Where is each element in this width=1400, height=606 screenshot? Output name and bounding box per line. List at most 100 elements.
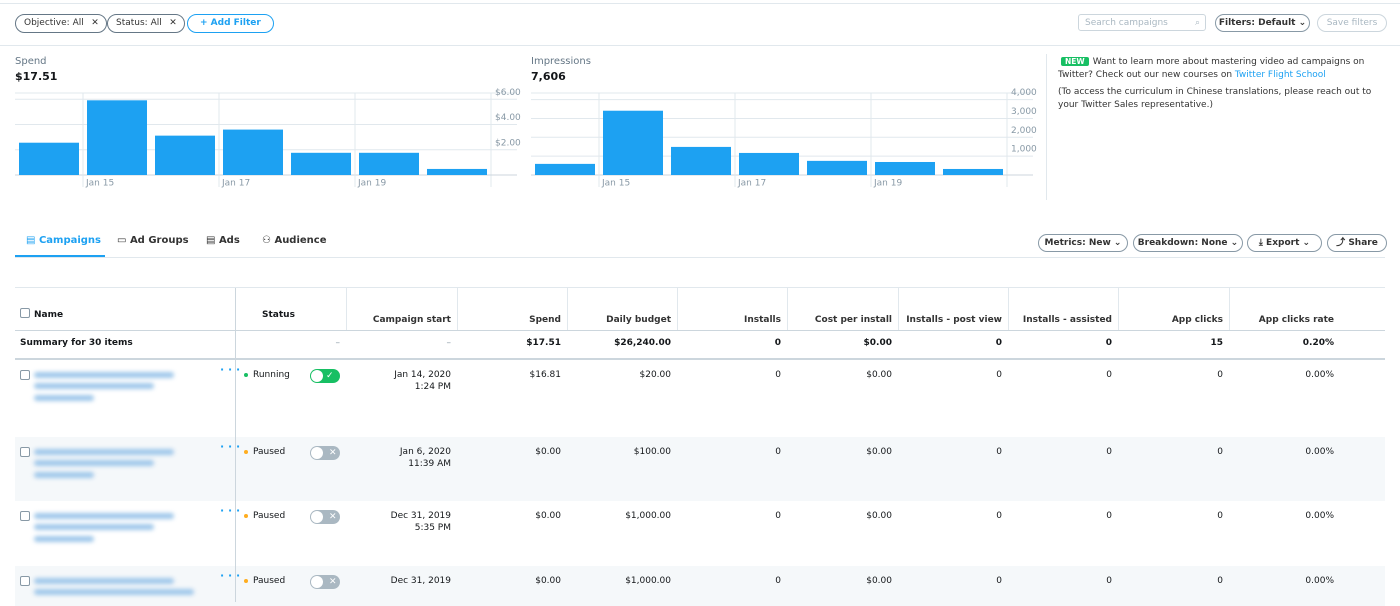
action-button[interactable]: Metrics: New ⌄ xyxy=(1038,234,1128,252)
toggle[interactable]: ✕ xyxy=(310,510,340,524)
toggle-icon: ✓ xyxy=(326,371,334,381)
cell: 0 xyxy=(996,447,1002,457)
checkbox[interactable] xyxy=(20,576,30,586)
start-date: Jan 14, 2020 xyxy=(394,370,451,380)
toggle[interactable]: ✕ xyxy=(310,446,340,460)
cell: 0 xyxy=(1217,447,1223,457)
chart-title: Impressions xyxy=(531,56,591,67)
campaign-name xyxy=(34,524,154,530)
bar xyxy=(223,129,283,175)
search-box[interactable]: Search campaigns ⌕ xyxy=(1078,14,1206,31)
cell: 0 xyxy=(775,370,781,380)
checkbox[interactable] xyxy=(20,370,30,380)
column-header: Campaign start xyxy=(372,315,451,325)
cell: $0.00 xyxy=(866,370,892,380)
divider xyxy=(1046,54,1047,200)
summary-cell: 0 xyxy=(995,338,1002,348)
toggle-icon: ✕ xyxy=(329,512,337,522)
filter-chip[interactable]: Status: All ✕ xyxy=(107,14,185,33)
remove-icon[interactable]: ✕ xyxy=(91,18,99,28)
remove-icon[interactable]: ✕ xyxy=(169,18,177,28)
cell: $1,000.00 xyxy=(625,511,671,521)
y-tick-label: 1,000 xyxy=(1011,145,1037,155)
y-tick-label: $6.00 xyxy=(495,88,521,98)
toggle-icon: ✕ xyxy=(329,448,337,458)
cell: 0.00% xyxy=(1305,447,1334,457)
bar xyxy=(875,161,935,175)
tab[interactable]: ▤ Ads xyxy=(206,235,240,246)
bar xyxy=(943,168,1003,175)
action-button[interactable]: Breakdown: None ⌄ xyxy=(1133,234,1243,252)
tab[interactable]: ▭ Ad Groups xyxy=(117,235,189,246)
action-button[interactable]: ⤓ Export ⌄ xyxy=(1247,234,1322,252)
status: Paused xyxy=(253,576,286,586)
x-tick-label: Jan 15 xyxy=(85,179,114,189)
filter-label: Objective: All xyxy=(24,18,84,28)
column-header: Name xyxy=(34,310,64,320)
summary-label: Summary for 30 items xyxy=(20,338,133,348)
row-background xyxy=(15,566,1385,606)
column-header: App clicks rate xyxy=(1258,315,1334,325)
filters-label: Filters: Default xyxy=(1218,18,1296,28)
menu-icon[interactable]: · · · xyxy=(220,504,241,517)
checkbox[interactable] xyxy=(20,447,30,457)
menu-icon[interactable]: · · · xyxy=(220,363,241,376)
status-dot xyxy=(244,579,248,583)
cell: $0.00 xyxy=(535,576,561,586)
column-header: Status xyxy=(262,310,295,320)
toggle[interactable]: ✕ xyxy=(310,575,340,589)
search-icon: ⌕ xyxy=(1194,18,1200,28)
cell: $0.00 xyxy=(535,447,561,457)
summary-line xyxy=(15,358,1385,360)
campaign-name xyxy=(34,589,194,595)
bar xyxy=(427,168,487,175)
checkbox[interactable] xyxy=(20,511,30,521)
bar xyxy=(291,152,351,175)
start-time: 11:39 AM xyxy=(408,459,451,469)
notice: NEW Want to learn more about mastering vi… xyxy=(1058,56,1388,111)
column-divider xyxy=(787,288,788,330)
tab[interactable]: ▤ Campaigns xyxy=(26,235,101,246)
bar xyxy=(739,152,799,175)
menu-icon[interactable]: · · · xyxy=(220,569,241,582)
campaign-detail xyxy=(34,395,94,401)
cell: $100.00 xyxy=(633,447,671,457)
save-filters[interactable]: Save filters xyxy=(1317,14,1387,32)
column-header: Cost per install xyxy=(814,315,892,325)
header-line xyxy=(15,330,1385,331)
new-badge: NEW xyxy=(1061,57,1089,66)
tab[interactable]: ⚇ Audience xyxy=(262,235,327,246)
start-time: 1:24 PM xyxy=(414,382,451,392)
start-date: Dec 31, 2019 xyxy=(390,511,451,521)
action-label: Share xyxy=(1348,238,1378,248)
cell: $0.00 xyxy=(866,576,892,586)
column-header: Spend xyxy=(529,315,561,325)
notice-text: Want to learn more about mastering video… xyxy=(1058,57,1365,80)
toggle-knob xyxy=(311,576,323,588)
cell: 0 xyxy=(1106,370,1112,380)
toggle-icon: ✕ xyxy=(329,577,337,587)
checkbox[interactable] xyxy=(20,308,30,318)
header-line xyxy=(15,287,1385,288)
action-button[interactable]: ⤴ Share xyxy=(1327,234,1387,252)
notice-link[interactable]: Twitter Flight School xyxy=(1234,69,1326,80)
status-dot xyxy=(244,450,248,454)
menu-icon[interactable]: · · · xyxy=(220,440,241,453)
toggle[interactable]: ✓ xyxy=(310,369,340,383)
bar xyxy=(359,152,419,175)
active-tab-indicator xyxy=(15,255,105,257)
cell: 0 xyxy=(1106,447,1112,457)
divider xyxy=(0,45,1400,46)
add-filter[interactable]: + Add Filter xyxy=(187,14,274,33)
filters-button[interactable]: Filters: Default ⌄ xyxy=(1215,14,1310,32)
cell: 0.00% xyxy=(1305,511,1334,521)
campaign-name xyxy=(34,372,174,378)
campaign-detail xyxy=(34,472,94,478)
column-divider xyxy=(1229,288,1230,330)
filter-chip[interactable]: Objective: All ✕ xyxy=(15,14,107,33)
cell: $0.00 xyxy=(535,511,561,521)
column-divider xyxy=(1008,288,1009,330)
cell: 0 xyxy=(996,576,1002,586)
summary-cell: 0 xyxy=(1105,338,1112,348)
